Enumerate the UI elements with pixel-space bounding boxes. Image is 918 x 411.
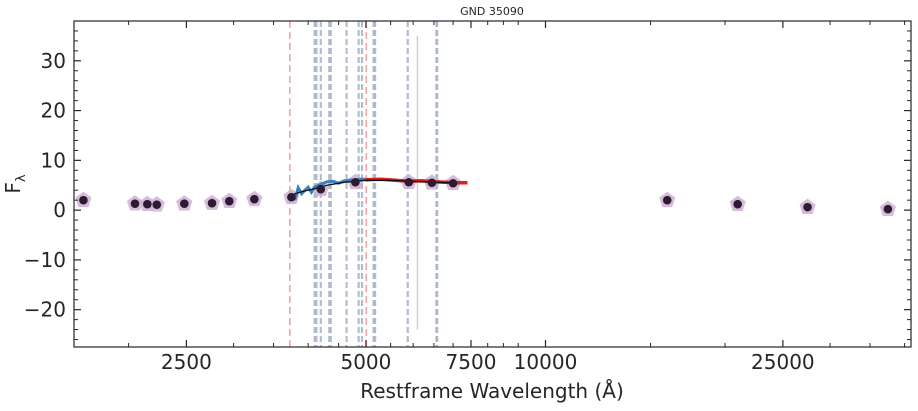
photometry-point [143,199,152,209]
x-tick-label: 5000 [340,350,391,374]
photometry-point [152,200,162,209]
photometry-point [250,194,259,204]
y-tick-label: 0 [53,198,66,222]
photometry-point [79,195,88,205]
photometry-point [404,177,414,187]
x-axis-label: Restframe Wavelength (Å) [360,379,624,403]
photometry-point [180,199,189,208]
y-axis-label-subscript: λ [14,174,29,182]
y-axis-label-main: F [1,182,25,194]
photometry-point [662,195,672,205]
plot-frame [73,20,912,348]
photometry-point [130,199,140,208]
y-tick-label: −10 [24,248,66,272]
x-tick-label: 2500 [161,350,212,374]
photometry-point [351,177,360,187]
photometry-point [207,198,217,208]
photometry-point [427,178,437,188]
photometry-point [883,204,893,214]
x-tick-label: 10000 [514,350,578,374]
photometry-point [448,178,458,188]
y-tick-label: 30 [41,49,66,73]
photometry-point [803,202,812,212]
y-tick-label: 20 [41,99,66,123]
x-tick-label: 25000 [751,350,815,374]
y-tick-label: −20 [24,298,66,322]
chart-title: GND 35090 [460,5,524,18]
y-axis-label: Fλ [1,174,29,194]
photometry-point [316,184,326,194]
axes: −20 −10 0 10 20 30 2500 5000 7500 10000 25000 [24,20,911,374]
photometry-point [287,192,296,202]
photometry-point [733,199,742,209]
plot-area [75,21,896,347]
photometry-point [224,196,234,206]
x-tick-label: 7500 [446,350,497,374]
y-tick-label: 10 [41,148,66,172]
